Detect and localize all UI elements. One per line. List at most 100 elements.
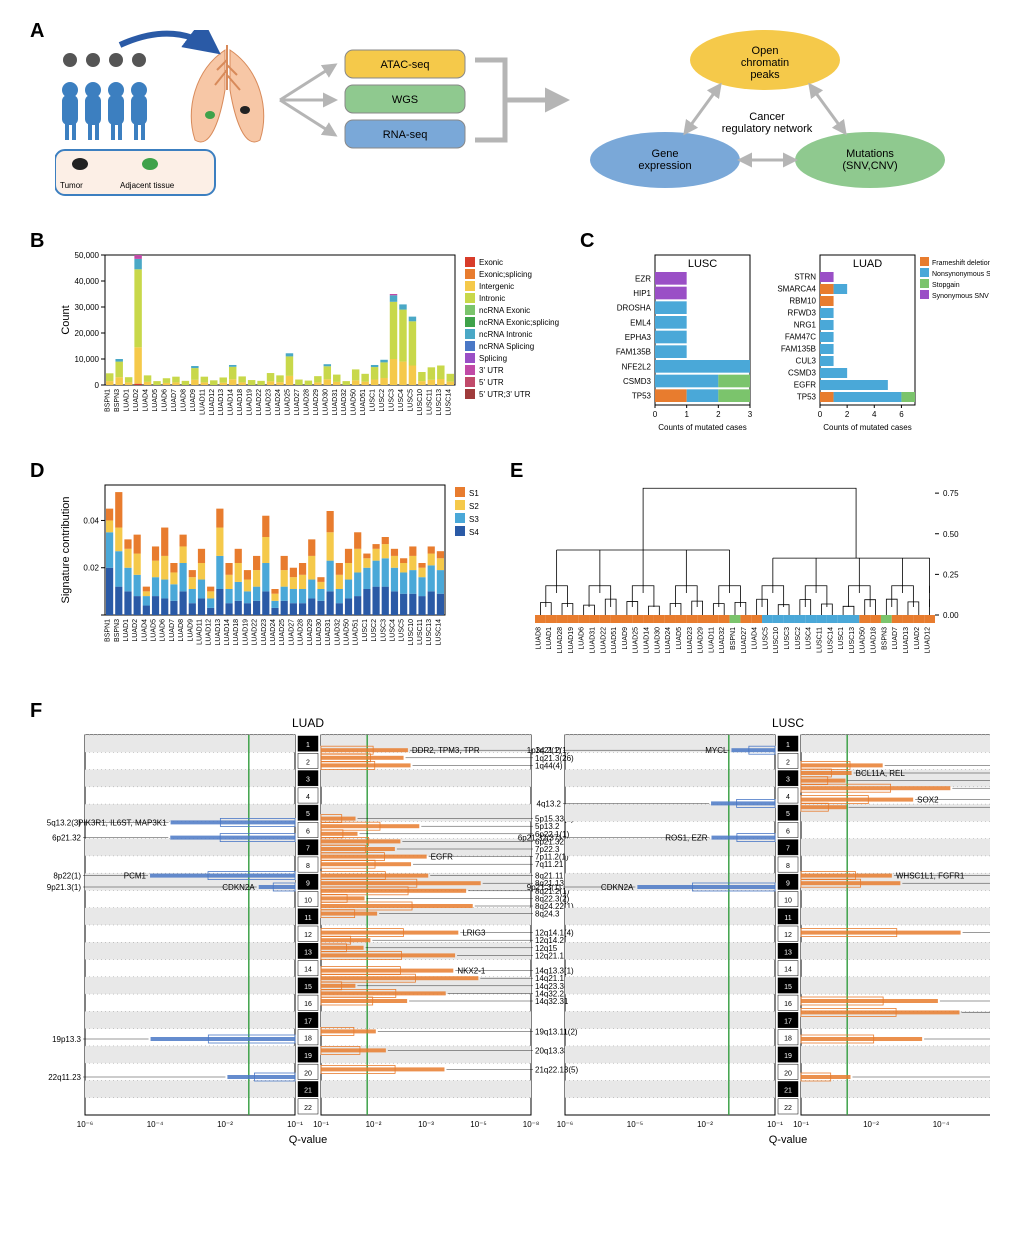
svg-text:BCL11A, REL: BCL11A, REL [856, 769, 906, 778]
svg-text:FAM135B: FAM135B [781, 344, 816, 353]
svg-text:LUAD14: LUAD14 [644, 627, 651, 654]
svg-text:DROSHA: DROSHA [617, 304, 652, 313]
svg-text:expression: expression [638, 160, 691, 172]
svg-text:Cancer: Cancer [749, 111, 785, 123]
svg-text:LUAD24: LUAD24 [665, 627, 672, 654]
svg-text:LUAD8: LUAD8 [178, 619, 185, 642]
svg-text:LUSC: LUSC [772, 716, 804, 730]
svg-text:LUAD4: LUAD4 [143, 389, 150, 412]
svg-text:Counts of mutated cases: Counts of mutated cases [658, 423, 747, 432]
svg-text:LUAD19: LUAD19 [247, 389, 254, 416]
svg-text:6p21.32: 6p21.32 [52, 834, 81, 843]
svg-text:1: 1 [306, 742, 310, 749]
svg-text:Count: Count [60, 305, 72, 334]
svg-text:LUAD23: LUAD23 [261, 619, 268, 646]
svg-text:BSPN1: BSPN1 [105, 389, 112, 412]
svg-text:LUSC14: LUSC14 [827, 627, 834, 654]
svg-text:0.00: 0.00 [943, 611, 959, 620]
svg-text:22: 22 [304, 1105, 312, 1112]
svg-text:CDKN2A: CDKN2A [222, 883, 255, 892]
panel-f: LUAD123456789101112131415161718192021221… [30, 715, 990, 1225]
svg-text:LUAD: LUAD [292, 716, 324, 730]
svg-text:6: 6 [786, 828, 790, 835]
svg-text:19: 19 [784, 1053, 792, 1060]
svg-text:10⁻⁶: 10⁻⁶ [557, 1120, 573, 1129]
svg-text:S2: S2 [469, 502, 479, 511]
svg-text:1: 1 [786, 742, 790, 749]
svg-text:LUAD32: LUAD32 [334, 619, 341, 646]
panel-label-a: A [30, 20, 44, 43]
svg-text:WHSC1L1, FGFR1: WHSC1L1, FGFR1 [896, 872, 965, 881]
svg-text:Tumor: Tumor [60, 181, 83, 190]
svg-text:LUAD7: LUAD7 [171, 389, 178, 412]
svg-text:EML4: EML4 [630, 318, 651, 327]
panel-label-b: B [30, 230, 44, 253]
svg-text:15: 15 [304, 984, 312, 991]
svg-text:21: 21 [304, 1088, 312, 1095]
svg-text:Intergenic: Intergenic [479, 282, 514, 291]
svg-text:Adjacent tissue: Adjacent tissue [120, 181, 175, 190]
svg-text:Mutations: Mutations [846, 148, 894, 160]
svg-text:10⁻⁴: 10⁻⁴ [147, 1120, 164, 1129]
svg-text:LUAD51: LUAD51 [611, 627, 618, 654]
svg-text:LUAD50: LUAD50 [860, 627, 867, 654]
svg-text:EZR: EZR [635, 274, 651, 283]
svg-text:18: 18 [304, 1036, 312, 1043]
svg-text:LUAD23: LUAD23 [266, 389, 273, 416]
svg-text:0.25: 0.25 [943, 570, 959, 579]
svg-text:6p21.32(37): 6p21.32(37) [518, 834, 561, 843]
svg-text:19q13.11(2): 19q13.11(2) [535, 1027, 578, 1036]
svg-text:LUAD32: LUAD32 [719, 627, 726, 654]
svg-text:3: 3 [748, 410, 753, 419]
panel-b: 010,00020,00030,00040,00050,000CountBSPN… [55, 245, 585, 455]
svg-text:10: 10 [304, 898, 312, 905]
svg-text:0: 0 [653, 410, 658, 419]
svg-text:Exonic;splicing: Exonic;splicing [479, 270, 532, 279]
svg-text:PIK3R1, IL6ST, MAP3K1: PIK3R1, IL6ST, MAP3K1 [78, 818, 167, 827]
svg-text:40,000: 40,000 [75, 277, 100, 286]
svg-text:LUAD5: LUAD5 [152, 389, 159, 412]
svg-text:21: 21 [784, 1088, 792, 1095]
svg-text:LUAD11: LUAD11 [708, 627, 715, 653]
svg-text:LUSC13: LUSC13 [436, 389, 443, 416]
svg-text:5' UTR;3' UTR: 5' UTR;3' UTR [479, 390, 531, 399]
svg-text:LUAD9: LUAD9 [190, 389, 197, 412]
svg-text:15: 15 [784, 984, 792, 991]
svg-text:12: 12 [304, 932, 312, 939]
svg-text:4: 4 [786, 794, 790, 801]
svg-text:0: 0 [818, 410, 823, 419]
svg-text:11: 11 [784, 915, 791, 922]
svg-text:LUSC5: LUSC5 [399, 619, 406, 642]
panel-a: Tumor Adjacent tissue ATAC-seqWGSRNA-seq [55, 30, 975, 220]
svg-text:10,000: 10,000 [75, 355, 100, 364]
svg-text:chromatin: chromatin [741, 57, 789, 69]
svg-text:LUSC14: LUSC14 [445, 389, 452, 416]
svg-text:LUAD31: LUAD31 [332, 389, 339, 416]
cohort-icon [62, 53, 147, 140]
svg-text:STRN: STRN [794, 272, 816, 281]
svg-text:Nonsynonymous SNV: Nonsynonymous SNV [932, 271, 990, 278]
svg-text:21q22.13(5): 21q22.13(5) [535, 1065, 578, 1074]
svg-text:10⁻¹: 10⁻¹ [313, 1120, 329, 1129]
svg-text:BSPN3: BSPN3 [114, 389, 121, 412]
svg-text:13: 13 [304, 949, 312, 956]
svg-text:1: 1 [684, 410, 689, 419]
assay-boxes: ATAC-seqWGSRNA-seq [345, 50, 465, 148]
svg-text:LUAD5: LUAD5 [151, 619, 158, 642]
svg-text:LUAD4: LUAD4 [752, 627, 759, 650]
svg-text:1p34.2(1): 1p34.2(1) [527, 746, 562, 755]
svg-text:14: 14 [784, 967, 792, 974]
svg-text:LUSC2: LUSC2 [379, 389, 386, 412]
svg-text:LUSC11: LUSC11 [426, 389, 433, 415]
svg-text:9: 9 [786, 880, 790, 887]
svg-text:6: 6 [306, 828, 310, 835]
svg-text:LUAD31: LUAD31 [589, 627, 596, 654]
svg-text:LUAD28: LUAD28 [557, 627, 564, 654]
svg-text:10⁻¹: 10⁻¹ [793, 1120, 809, 1129]
svg-text:LUSC4: LUSC4 [398, 389, 405, 412]
svg-text:LUSC10: LUSC10 [417, 389, 424, 416]
svg-text:LUSC3: LUSC3 [389, 389, 396, 412]
svg-text:Q-value: Q-value [289, 1134, 328, 1146]
svg-text:10⁻⁴: 10⁻⁴ [933, 1120, 950, 1129]
svg-text:LUAD12: LUAD12 [209, 389, 216, 416]
